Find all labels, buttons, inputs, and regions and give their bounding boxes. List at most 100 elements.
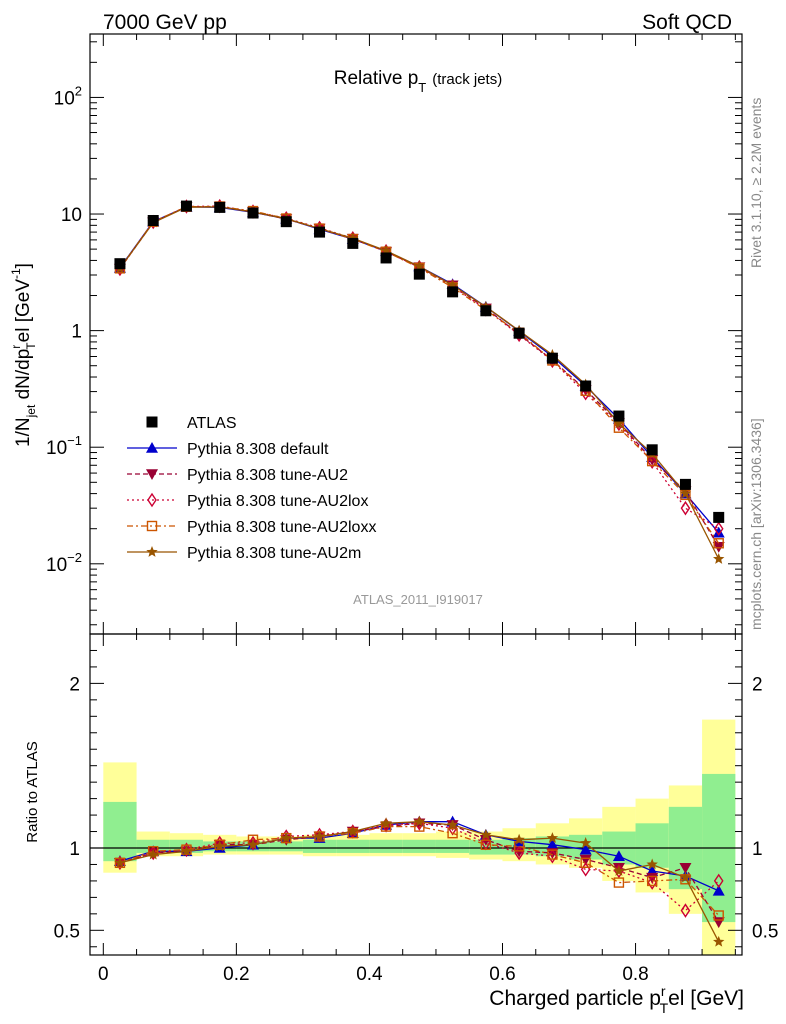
mcplots-side-label: mcplots.cern.ch [arXiv:1306.3436] [748, 418, 764, 630]
x-tick-label: 0.6 [489, 964, 515, 985]
ratio-data-point [713, 910, 724, 921]
ratio-data-point [579, 837, 592, 848]
ratio-data-point [646, 858, 658, 870]
ratio-data-point [713, 873, 724, 889]
ratio-data-point [147, 848, 159, 860]
ratio-data-point [447, 827, 458, 839]
legend-label: Pythia 8.308 tune-AU2lox [187, 493, 368, 510]
legend-label: Pythia 8.308 tune-AU2loxx [187, 519, 376, 536]
ratio-data-point [446, 818, 459, 830]
ratio-data-point [181, 842, 192, 857]
main-title: Relative pT (track jets) [334, 68, 502, 95]
main-y-axis-label: 1/Njet dN/dprTel [GeV-1] [9, 263, 38, 447]
data-point [214, 201, 226, 213]
ratio-data-point [680, 903, 691, 918]
ratio-data-point [713, 935, 725, 947]
data-point [513, 327, 525, 339]
ratio-data-point [679, 862, 692, 874]
ratio-data-point [546, 848, 559, 859]
series-pythia-8-308-tune-au2lox [115, 198, 724, 536]
ratio-data-point [712, 884, 725, 896]
ratio-band-inner [369, 839, 403, 853]
data-point [546, 352, 558, 364]
legend-label: Pythia 8.308 default [187, 441, 329, 458]
ratio-y-axis-label: Ratio to ATLAS [24, 741, 41, 842]
x-tick-label: 0 [98, 964, 109, 985]
data-point [679, 487, 692, 499]
series-atlas [114, 200, 725, 523]
ratio-data-point [612, 850, 625, 862]
watermark-label: ATLAS_2011_I919017 [353, 592, 483, 607]
series-pythia-8-308-default [113, 200, 725, 538]
ratio-data-point [646, 872, 659, 884]
ratio-series-pythia-8-308-tune-au2m [114, 815, 725, 947]
ratio-uncertainty-bands [90, 719, 742, 955]
data-point [380, 244, 392, 256]
ratio-data-point [280, 832, 292, 843]
ratio-data-point [248, 835, 258, 851]
legend-marker [147, 492, 157, 508]
ratio-y-tick-label-right: 0.5 [752, 921, 778, 942]
header-right-label: Soft QCD [642, 11, 732, 34]
ratio-data-point [679, 871, 692, 883]
ratio-y-tick-label: 0.5 [54, 921, 80, 942]
legend-marker [146, 546, 158, 557]
ratio-data-point [380, 817, 392, 829]
svg-text:Ratio to ATLAS: Ratio to ATLAS [24, 741, 41, 842]
data-point [646, 444, 658, 456]
ratio-data-point [114, 856, 126, 868]
x-tick-label: 0.8 [622, 964, 648, 985]
ratio-band-inner [469, 839, 503, 855]
main-panel-border [89, 33, 743, 635]
data-point [713, 511, 725, 523]
header-left-label: 7000 GeV pp [103, 11, 227, 34]
ratio-data-point [180, 845, 193, 857]
svg-text:Rivet 3.1.10, ≥ 2.2M events: Rivet 3.1.10, ≥ 2.2M events [748, 98, 764, 268]
ratio-y-tick-label: 2 [69, 674, 80, 695]
legend-marker [146, 416, 158, 428]
main-title-subscript: T [418, 80, 426, 95]
ratio-data-point [313, 830, 326, 842]
y-tick-label: 1 [71, 322, 82, 343]
legend-entry-pythia-8-308-tune-au2: Pythia 8.308 tune-AU2 [127, 467, 348, 484]
data-point [613, 410, 625, 422]
data-point [114, 258, 126, 270]
ratio-data-point [480, 828, 492, 840]
data-point [713, 552, 725, 564]
data-point [314, 226, 326, 238]
legend-entry-pythia-8-308-tune-au2loxx: Pythia 8.308 tune-AU2loxx [127, 519, 376, 536]
data-point [347, 232, 359, 244]
rivet-side-label: Rivet 3.1.10, ≥ 2.2M events [748, 98, 764, 268]
data-point [247, 207, 259, 219]
ratio-data-point [480, 839, 492, 850]
main-title-suffix: (track jets) [432, 71, 502, 88]
main-panel-frame: 10−2 10−1 1 10 102 [46, 33, 743, 635]
ratio-data-point [347, 825, 359, 837]
data-point [713, 538, 724, 549]
data-point [680, 500, 691, 516]
ratio-data-point [579, 843, 592, 855]
data-point [646, 455, 658, 467]
ratio-series-group [113, 815, 725, 947]
ratio-data-point [613, 865, 625, 876]
ratio-panel-border [89, 633, 743, 956]
data-point [280, 216, 292, 228]
ratio-data-point [579, 854, 592, 866]
main-series-group [113, 198, 725, 564]
legend-label: Pythia 8.308 tune-AU2m [187, 545, 361, 562]
data-point [147, 214, 159, 226]
data-point [580, 380, 592, 392]
legend-entry-pythia-8-308-default: Pythia 8.308 default [127, 441, 329, 458]
data-point [713, 521, 724, 536]
ratio-y-tick-label-right: 2 [752, 674, 763, 695]
ratio-data-point [513, 846, 526, 858]
ratio-band-inner [402, 839, 436, 853]
legend-entry-pythia-8-308-tune-au2m: Pythia 8.308 tune-AU2m [127, 545, 361, 562]
legend-marker [146, 520, 158, 532]
ratio-band-inner [103, 801, 137, 862]
data-point [413, 268, 425, 280]
data-point [480, 305, 492, 317]
ratio-panel-frame: 0 0.2 0.4 0.6 0.8 0.5 0.5 1 1 2 2 [54, 633, 778, 985]
y-tick-label: 102 [54, 83, 82, 109]
legend-entry-atlas: ATLAS [146, 415, 237, 432]
